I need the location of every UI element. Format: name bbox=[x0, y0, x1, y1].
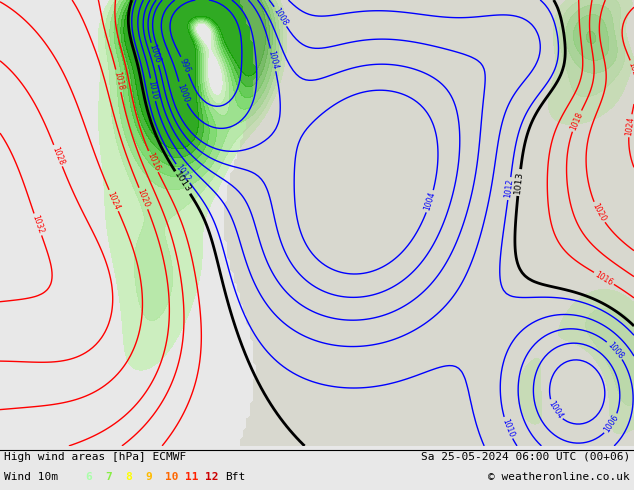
Text: 11: 11 bbox=[185, 472, 198, 482]
Text: 1016: 1016 bbox=[593, 270, 614, 287]
Text: 1008: 1008 bbox=[605, 340, 625, 360]
Text: 996: 996 bbox=[178, 57, 192, 74]
Text: 1016: 1016 bbox=[145, 151, 161, 172]
Text: Sa 25-05-2024 06:00 UTC (00+06): Sa 25-05-2024 06:00 UTC (00+06) bbox=[421, 452, 630, 462]
Text: 1018: 1018 bbox=[112, 71, 125, 91]
Text: 1013: 1013 bbox=[172, 171, 193, 195]
Text: 1032: 1032 bbox=[30, 214, 45, 235]
Text: Wind 10m: Wind 10m bbox=[4, 472, 58, 482]
Text: 1024: 1024 bbox=[624, 116, 634, 136]
Text: 10: 10 bbox=[165, 472, 179, 482]
Text: Bft: Bft bbox=[225, 472, 245, 482]
Text: © weatheronline.co.uk: © weatheronline.co.uk bbox=[488, 472, 630, 482]
Text: 1006: 1006 bbox=[148, 43, 162, 65]
Text: 1008: 1008 bbox=[271, 6, 289, 27]
Text: 1000: 1000 bbox=[175, 82, 190, 103]
Text: 1010: 1010 bbox=[500, 417, 515, 439]
Text: 1028: 1028 bbox=[50, 145, 66, 166]
Text: 12: 12 bbox=[205, 472, 219, 482]
Text: 8: 8 bbox=[125, 472, 132, 482]
Text: 1010: 1010 bbox=[146, 79, 159, 100]
Text: 7: 7 bbox=[105, 472, 112, 482]
Text: 1004: 1004 bbox=[546, 399, 564, 420]
Text: 1013: 1013 bbox=[514, 171, 525, 195]
Text: 1012: 1012 bbox=[503, 178, 515, 198]
Text: 1012: 1012 bbox=[174, 163, 192, 184]
Text: 1004: 1004 bbox=[266, 49, 280, 70]
Text: 1024: 1024 bbox=[626, 61, 634, 82]
Text: 9: 9 bbox=[145, 472, 152, 482]
Text: 1018: 1018 bbox=[569, 110, 585, 131]
Text: 6: 6 bbox=[85, 472, 92, 482]
Text: High wind areas [hPa] ECMWF: High wind areas [hPa] ECMWF bbox=[4, 452, 186, 462]
Text: 1024: 1024 bbox=[106, 190, 122, 211]
Text: 1004: 1004 bbox=[423, 191, 437, 212]
Text: 1020: 1020 bbox=[136, 188, 151, 209]
Text: 1006: 1006 bbox=[603, 413, 621, 435]
Text: 1020: 1020 bbox=[590, 202, 607, 223]
